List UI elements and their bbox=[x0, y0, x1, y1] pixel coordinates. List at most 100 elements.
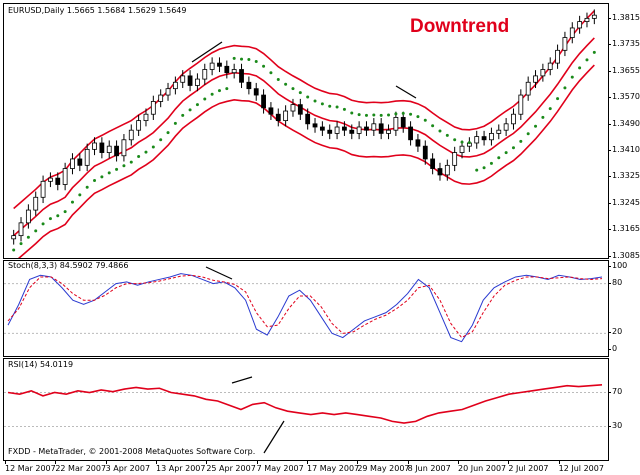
price-tick-label: 1.3490 bbox=[608, 118, 640, 128]
sar-dot bbox=[254, 60, 258, 64]
candle-body bbox=[430, 158, 436, 169]
price-tick-label: 1.3245 bbox=[608, 197, 640, 207]
candle-body bbox=[290, 104, 296, 112]
stoch-tick-label: 100 bbox=[607, 261, 628, 270]
candle-body bbox=[172, 81, 178, 90]
rsi-panel[interactable]: RSI(14) 54.0119 FXDD - MetaTrader, © 200… bbox=[3, 358, 609, 461]
candle-body bbox=[18, 222, 24, 237]
sar-dot bbox=[195, 103, 199, 107]
candle-body bbox=[40, 180, 46, 198]
candle-body bbox=[136, 120, 142, 131]
candle-body bbox=[540, 69, 546, 77]
sar-dot bbox=[129, 160, 133, 164]
candle-body bbox=[569, 27, 575, 38]
sar-dot bbox=[151, 145, 155, 149]
candle-body bbox=[297, 104, 303, 115]
stoch-tick-label: 0 bbox=[607, 344, 618, 353]
sar-dot bbox=[26, 235, 30, 239]
candle-body bbox=[591, 14, 597, 19]
stoch-main-line bbox=[7, 273, 603, 343]
candle-body bbox=[393, 117, 399, 131]
sar-dot bbox=[122, 164, 126, 168]
sar-dot bbox=[203, 97, 207, 101]
candle-body bbox=[128, 129, 134, 141]
rsi-svg bbox=[4, 376, 608, 454]
sar-dot bbox=[453, 138, 457, 142]
sar-dot bbox=[85, 185, 89, 189]
sar-dot bbox=[467, 141, 471, 145]
price-tick-label: 1.3655 bbox=[608, 65, 640, 75]
candle-body bbox=[334, 126, 340, 134]
sar-dot bbox=[144, 150, 148, 154]
date-tick-label: 20 Jun 2007 bbox=[458, 461, 507, 473]
sar-dot bbox=[78, 193, 82, 197]
sar-dot bbox=[541, 115, 545, 119]
price-axis: 1.3815 1.3735 1.3655 1.3570 1.3490 1.3410 1.33… bbox=[607, 0, 640, 475]
candle-body bbox=[555, 49, 560, 64]
sar-dot bbox=[409, 112, 413, 116]
candle-body bbox=[489, 132, 494, 141]
candle-body bbox=[202, 69, 208, 80]
ma-line bbox=[13, 37, 595, 237]
candle-body bbox=[577, 21, 583, 29]
sar-dot bbox=[379, 113, 383, 117]
trend-arrow bbox=[395, 85, 417, 99]
copyright-footer: FXDD - MetaTrader, © 2001-2008 MetaQuote… bbox=[8, 447, 256, 456]
candle-body bbox=[253, 88, 259, 96]
candle-body bbox=[143, 113, 149, 122]
candle-body bbox=[349, 129, 355, 134]
stochastic-panel[interactable]: Stoch(8,3,3) 84.5902 79.4866 bbox=[3, 260, 609, 357]
sar-dot bbox=[357, 113, 361, 117]
sar-dot bbox=[320, 102, 324, 106]
candle-body bbox=[386, 129, 391, 134]
date-tick-label: 25 Apr 2007 bbox=[206, 461, 256, 473]
sar-dot bbox=[291, 87, 295, 91]
sar-dot bbox=[232, 56, 236, 60]
candle-body bbox=[319, 126, 325, 131]
candle-body bbox=[239, 69, 244, 83]
candle-body bbox=[261, 94, 266, 109]
sar-dot bbox=[41, 222, 45, 226]
rsi-line bbox=[7, 384, 603, 424]
sar-dot bbox=[445, 133, 449, 137]
price-chart-panel[interactable]: EURUSD,Daily 1.5665 1.5684 1.5629 1.5649 bbox=[3, 3, 609, 259]
candle-body bbox=[503, 123, 509, 131]
price-tick-label: 1.3410 bbox=[608, 145, 640, 154]
candle-body bbox=[165, 88, 171, 96]
price-tick-label: 1.3085 bbox=[608, 250, 640, 260]
date-tick-label: 29 May 2007 bbox=[357, 461, 410, 473]
sar-dot bbox=[70, 200, 74, 204]
sar-dot bbox=[570, 75, 574, 79]
sar-dot bbox=[173, 121, 177, 125]
stoch-signal-line bbox=[7, 274, 603, 339]
sar-dot bbox=[416, 115, 420, 119]
sar-dot bbox=[489, 161, 493, 165]
sar-dot bbox=[166, 131, 170, 135]
price-tick-label: 1.3165 bbox=[608, 224, 640, 234]
candle-body bbox=[121, 139, 127, 157]
candle-body bbox=[356, 126, 362, 134]
date-tick-label: 12 Jul 2007 bbox=[558, 461, 604, 473]
candle-body bbox=[378, 123, 384, 134]
candle-body bbox=[437, 168, 443, 176]
trend-arrow bbox=[205, 266, 233, 280]
candle-body bbox=[195, 78, 200, 86]
stochastic-svg bbox=[4, 266, 608, 343]
date-tick-label: 3 Apr 2007 bbox=[105, 461, 151, 473]
candle-body bbox=[99, 142, 105, 153]
sar-dot bbox=[526, 132, 530, 136]
sar-dot bbox=[137, 155, 141, 159]
candle-body bbox=[408, 126, 413, 141]
candle-body bbox=[305, 113, 311, 125]
candle-body bbox=[114, 145, 119, 157]
price-chart-svg bbox=[11, 9, 597, 258]
sar-dot bbox=[262, 64, 266, 68]
sar-dot bbox=[34, 229, 38, 233]
candle-body bbox=[511, 113, 516, 125]
sar-dot bbox=[298, 91, 302, 95]
candle-body bbox=[474, 136, 480, 144]
sar-dot bbox=[504, 151, 508, 155]
date-tick-label: 12 Mar 2007 bbox=[5, 461, 56, 473]
candle-body bbox=[209, 62, 215, 70]
candle-body bbox=[84, 148, 90, 166]
